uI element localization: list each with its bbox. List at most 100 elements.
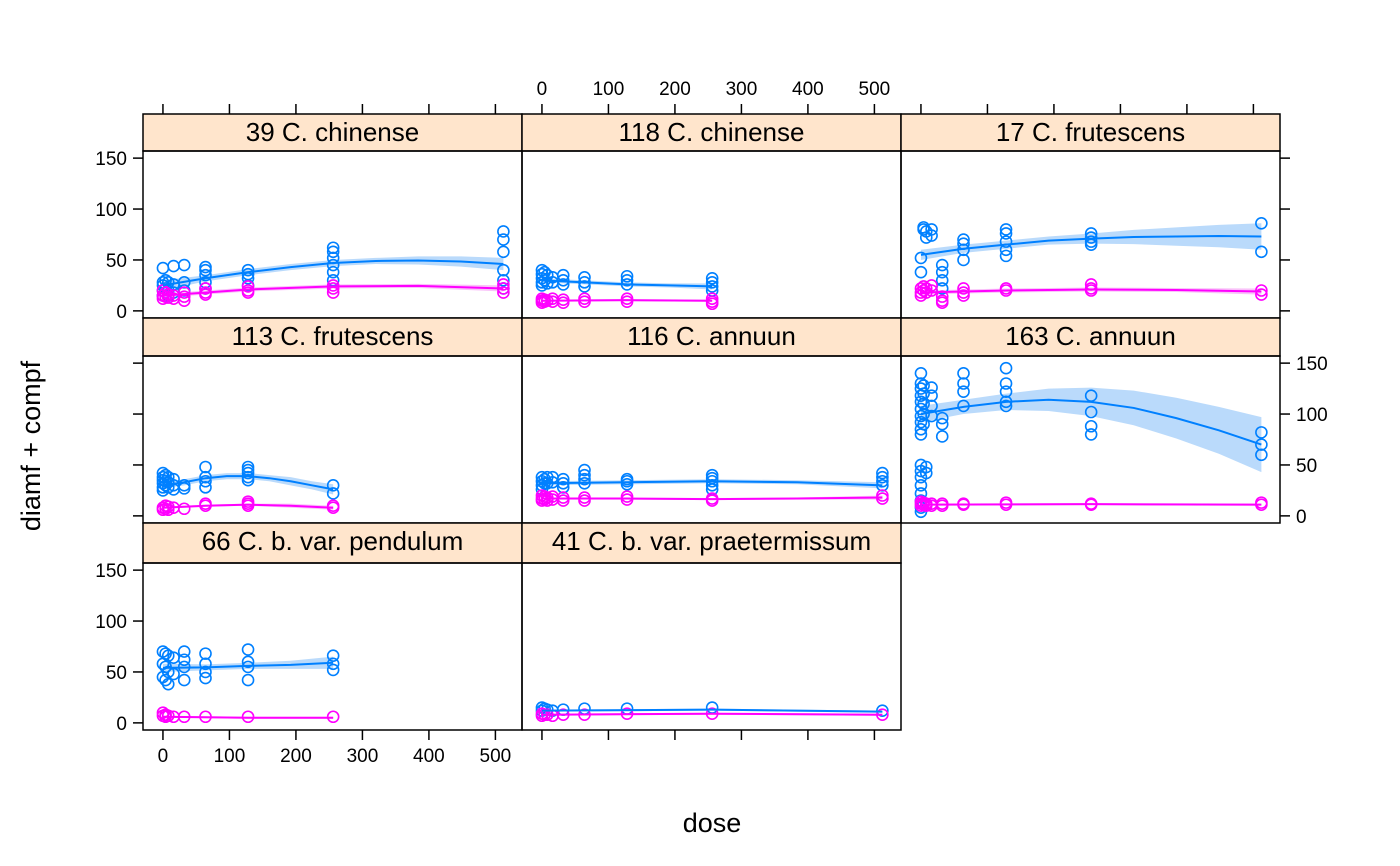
diamf-point <box>1084 405 1098 419</box>
compf-point <box>578 494 591 507</box>
panel-strip <box>521 522 902 564</box>
diamf-point <box>167 259 180 273</box>
diamf-point <box>1084 428 1098 441</box>
diamf-fit-line <box>162 661 334 669</box>
diamf-point <box>914 395 928 409</box>
diamf-fit-line <box>162 475 334 491</box>
diamf-point <box>935 417 949 431</box>
panel-strip <box>900 113 1281 152</box>
x-tick-label: 500 <box>859 79 891 100</box>
diamf-point <box>497 225 510 238</box>
y-tick-label: 150 <box>95 149 127 170</box>
compf-fit-line <box>920 503 1262 506</box>
diamf-point <box>326 265 340 279</box>
diamf-point <box>876 466 889 480</box>
compf-point <box>705 297 719 311</box>
diamf-point <box>935 258 949 272</box>
diamf-point <box>999 361 1013 375</box>
diamf-point <box>1255 448 1268 462</box>
compf-point <box>326 710 340 724</box>
panel-frame <box>142 355 523 524</box>
y-tick-label: 0 <box>116 714 127 735</box>
panel: 113 C. frutescens <box>142 317 523 524</box>
diamf-point <box>497 263 510 277</box>
diamf-point <box>925 381 938 394</box>
diamf-point <box>957 377 970 390</box>
compf-point <box>177 290 191 303</box>
panel: 17 C. frutescens <box>900 113 1281 319</box>
panel: 41 C. b. var. praetermissum <box>521 522 902 731</box>
diamf-point <box>999 227 1013 240</box>
panel-strip-label: 66 C. b. var. pendulum <box>202 526 464 556</box>
diamf-point <box>241 263 255 277</box>
x-tick-label: 300 <box>347 746 379 767</box>
diamf-point <box>705 271 719 285</box>
compf-point <box>919 499 933 512</box>
panel-strip <box>521 317 902 357</box>
diamf-point <box>241 473 255 487</box>
diamf-point <box>1255 245 1268 259</box>
diamf-fit-line <box>541 708 883 713</box>
diamf-point <box>876 470 889 484</box>
diamf-point <box>705 479 719 492</box>
diamf-point <box>999 235 1013 248</box>
diamf-point <box>999 223 1013 236</box>
diamf-point <box>161 665 175 679</box>
diamf-point <box>1255 438 1268 451</box>
diamf-point <box>957 233 970 246</box>
diamf-fit-line <box>920 235 1262 256</box>
panel-frame <box>142 562 523 731</box>
diamf-point <box>914 265 928 279</box>
panel-strip-label: 113 C. frutescens <box>232 321 434 351</box>
y-tick-label: 100 <box>95 200 127 221</box>
diamf-point <box>919 460 933 474</box>
diamf-point <box>326 245 340 259</box>
panel: 118 C. chinense <box>521 113 902 319</box>
panel: 116 C. annuun <box>521 317 902 524</box>
x-tick-label: 100 <box>593 79 625 100</box>
compf-point <box>177 294 191 307</box>
diamf-point <box>199 276 212 289</box>
diamf-point <box>935 274 949 287</box>
diamf-point <box>917 397 930 411</box>
diamf-point <box>925 223 938 236</box>
diamf-point <box>578 468 591 482</box>
diamf-point <box>917 407 930 421</box>
diamf-point <box>241 655 255 669</box>
diamf-point <box>957 367 970 380</box>
diamf-point <box>199 474 212 488</box>
diamf-confidence-band <box>920 387 1262 473</box>
x-tick-label: 200 <box>280 746 312 767</box>
diamf-fit-line <box>541 279 713 288</box>
diamf-point <box>326 487 340 500</box>
diamf-point <box>957 385 970 398</box>
x-tick-label: 300 <box>726 79 758 100</box>
x-tick-label: 100 <box>214 746 246 767</box>
compf-point <box>705 494 719 507</box>
compf-point <box>161 291 175 304</box>
panel-strip <box>900 317 1281 357</box>
panel-strip <box>521 113 902 152</box>
compf-point <box>578 295 591 309</box>
compf-point <box>177 502 191 516</box>
diamf-point <box>957 253 970 267</box>
diamf-point <box>914 479 928 492</box>
panel-strip-label: 39 C. chinense <box>246 117 419 147</box>
diamf-point <box>935 430 949 443</box>
diamf-point <box>917 417 930 431</box>
diamf-point <box>497 233 510 246</box>
diamf-point <box>199 263 212 277</box>
diamf-point <box>914 367 928 380</box>
diamf-point <box>199 657 212 671</box>
diamf-point <box>999 249 1013 263</box>
y-tick-label: 0 <box>1296 507 1307 528</box>
compf-point <box>497 278 510 291</box>
diamf-point <box>917 223 930 236</box>
x-tick-label: 400 <box>792 79 824 100</box>
panel-strip-label: 118 C. chinense <box>619 117 805 147</box>
compf-point <box>161 503 175 517</box>
compf-point <box>241 286 255 299</box>
compf-fit-line <box>162 715 334 719</box>
panel: 39 C. chinense <box>142 113 523 319</box>
diamf-point <box>917 379 930 392</box>
